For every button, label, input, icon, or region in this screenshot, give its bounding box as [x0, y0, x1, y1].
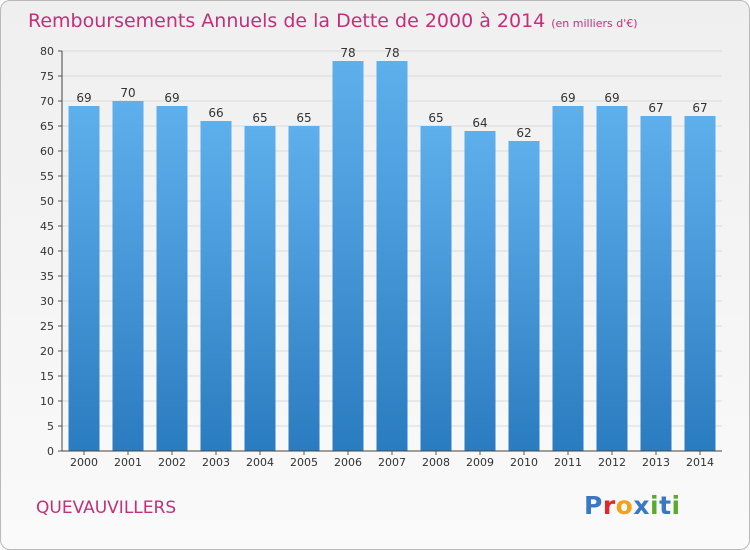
municipality-name: QUEVAUVILLERS: [36, 498, 177, 518]
bar-2013: [640, 116, 672, 451]
y-tick-label: 10: [40, 395, 54, 408]
y-axis-ticks: 0 5 10 15 20 25 30 35 40 45 50 55 60 65 70 75 80: [40, 45, 62, 458]
y-tick-label: 35: [40, 270, 54, 283]
chart-subtitle: (en milliers d'€): [551, 17, 638, 30]
bar-2007: [376, 61, 408, 451]
data-label-2006: 78: [340, 46, 355, 60]
bar-2003: [200, 121, 232, 451]
bar-2011: [552, 106, 584, 451]
data-label-2014: 67: [692, 101, 707, 115]
logo-letter: t: [659, 491, 672, 520]
y-tick-label: 60: [40, 145, 54, 158]
x-tick-label: 2003: [202, 456, 230, 469]
bar-2012: [596, 106, 628, 451]
x-tick-label: 2004: [246, 456, 274, 469]
x-tick-label: 2010: [510, 456, 538, 469]
data-label-2002: 69: [164, 91, 179, 105]
data-labels: 69 70 69 66 65 65 78 78 65 64 62 69 69 67 67: [76, 46, 707, 140]
x-tick-label: 2014: [686, 456, 714, 469]
x-tick-label: 2009: [466, 456, 494, 469]
bar-2002: [156, 106, 188, 451]
bar-2010: [508, 141, 540, 451]
data-label-2009: 64: [472, 116, 487, 130]
data-label-2001: 70: [120, 86, 135, 100]
y-tick-label: 50: [40, 195, 54, 208]
y-tick-label: 55: [40, 170, 54, 183]
x-tick-label: 2011: [554, 456, 582, 469]
x-tick-label: 2013: [642, 456, 670, 469]
x-tick-label: 2002: [158, 456, 186, 469]
data-label-2008: 65: [428, 111, 443, 125]
x-tick-label: 2000: [70, 456, 98, 469]
bar-2004: [244, 126, 276, 451]
bars: [68, 61, 716, 451]
bar-2008: [420, 126, 452, 451]
chart-title: Remboursements Annuels de la Dette de 20…: [28, 10, 638, 32]
y-tick-label: 20: [40, 345, 54, 358]
x-tick-label: 2012: [598, 456, 626, 469]
data-label-2005: 65: [296, 111, 311, 125]
y-tick-label: 30: [40, 295, 54, 308]
data-label-2000: 69: [76, 91, 91, 105]
bar-2005: [288, 126, 320, 451]
y-tick-label: 15: [40, 370, 54, 383]
data-label-2007: 78: [384, 46, 399, 60]
bar-2009: [464, 131, 496, 451]
y-tick-label: 70: [40, 95, 54, 108]
y-tick-label: 80: [40, 45, 54, 58]
logo-letter: P: [584, 491, 603, 520]
data-label-2012: 69: [604, 91, 619, 105]
data-label-2011: 69: [560, 91, 575, 105]
x-tick-label: 2007: [378, 456, 406, 469]
y-tick-label: 45: [40, 220, 54, 233]
data-label-2010: 62: [516, 126, 531, 140]
logo-letter: i: [650, 491, 660, 520]
bar-2000: [68, 106, 100, 451]
logo-letter: x: [633, 491, 650, 520]
y-tick-label: 65: [40, 120, 54, 133]
bar-2006: [332, 61, 364, 451]
x-tick-label: 2005: [290, 456, 318, 469]
data-label-2003: 66: [208, 106, 223, 120]
data-label-2013: 67: [648, 101, 663, 115]
y-tick-label: 40: [40, 245, 54, 258]
chart-title-text: Remboursements Annuels de la Dette de 20…: [28, 10, 546, 32]
y-tick-label: 75: [40, 70, 54, 83]
logo-letter: i: [671, 491, 681, 520]
x-tick-label: 2006: [334, 456, 362, 469]
proxiti-logo[interactable]: Proxiti: [584, 491, 681, 520]
y-tick-label: 25: [40, 320, 54, 333]
x-axis-ticks: 2000 2001 2002 2003 2004 2005 2006 2007 2008 2009…: [70, 451, 714, 469]
y-tick-label: 5: [47, 420, 54, 433]
x-tick-label: 2008: [422, 456, 450, 469]
logo-letter: r: [602, 491, 616, 520]
x-tick-label: 2001: [114, 456, 142, 469]
bar-2014: [684, 116, 716, 451]
data-label-2004: 65: [252, 111, 267, 125]
y-tick-label: 0: [47, 445, 54, 458]
logo-letter: o: [615, 491, 634, 520]
bar-2001: [112, 101, 144, 451]
